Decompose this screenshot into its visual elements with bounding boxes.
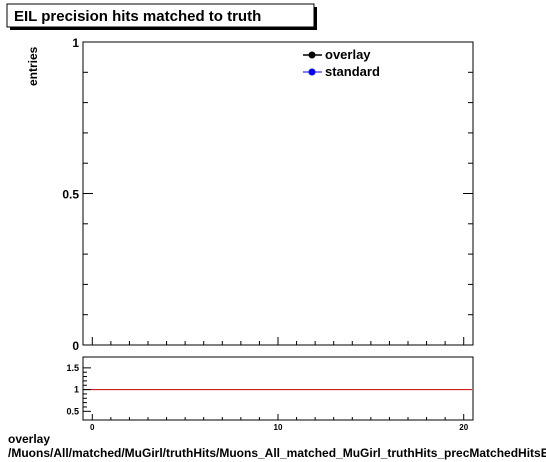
main-x-ticks bbox=[91, 337, 465, 345]
chart-title: EIL precision hits matched to truth bbox=[14, 8, 261, 25]
legend-label-overlay: overlay bbox=[325, 47, 371, 62]
y-tick-label: 1 bbox=[72, 36, 79, 50]
ratio-x-tick-label: 20 bbox=[459, 423, 468, 432]
y-tick-label: 0 bbox=[72, 339, 79, 353]
legend-marker-overlay bbox=[308, 51, 316, 59]
main-y-ticks: 00.51 bbox=[62, 36, 473, 353]
legend-marker-standard bbox=[308, 68, 316, 76]
ratio-x-ticks: 0 10 20 bbox=[90, 414, 469, 432]
ratio-x-tick-label: 10 bbox=[274, 423, 283, 432]
ratio-y-tick-label: 0.5 bbox=[66, 406, 79, 416]
y-axis-label: entries bbox=[26, 46, 40, 86]
ratio-plot-frame bbox=[82, 356, 474, 421]
legend-entry-standard: standard bbox=[303, 64, 380, 79]
ratio-x-tick-label: 0 bbox=[90, 423, 95, 432]
legend-label-standard: standard bbox=[325, 64, 380, 79]
legend-entry-overlay: overlay bbox=[303, 47, 371, 62]
main-plot: 00.51 entries overlay standard bbox=[26, 36, 474, 353]
ratio-y-tick-label: 1.5 bbox=[66, 363, 79, 373]
legend: overlay standard bbox=[303, 47, 380, 79]
title-box-frame bbox=[6, 3, 315, 28]
y-tick-label: 0.5 bbox=[62, 188, 79, 202]
title-box: EIL precision hits matched to truth bbox=[6, 3, 317, 30]
ratio-y-tick-label: 1 bbox=[74, 385, 79, 395]
ratio-y-ticks: 0.5 1 1.5 bbox=[66, 363, 91, 416]
footer-line-1: overlay bbox=[8, 432, 51, 446]
ratio-plot: 0.5 1 1.5 0 10 20 bbox=[66, 356, 474, 432]
main-plot-frame bbox=[82, 41, 474, 346]
footer-line-2: /Muons/All/matched/MuGirl/truthHits/Muon… bbox=[8, 446, 546, 460]
